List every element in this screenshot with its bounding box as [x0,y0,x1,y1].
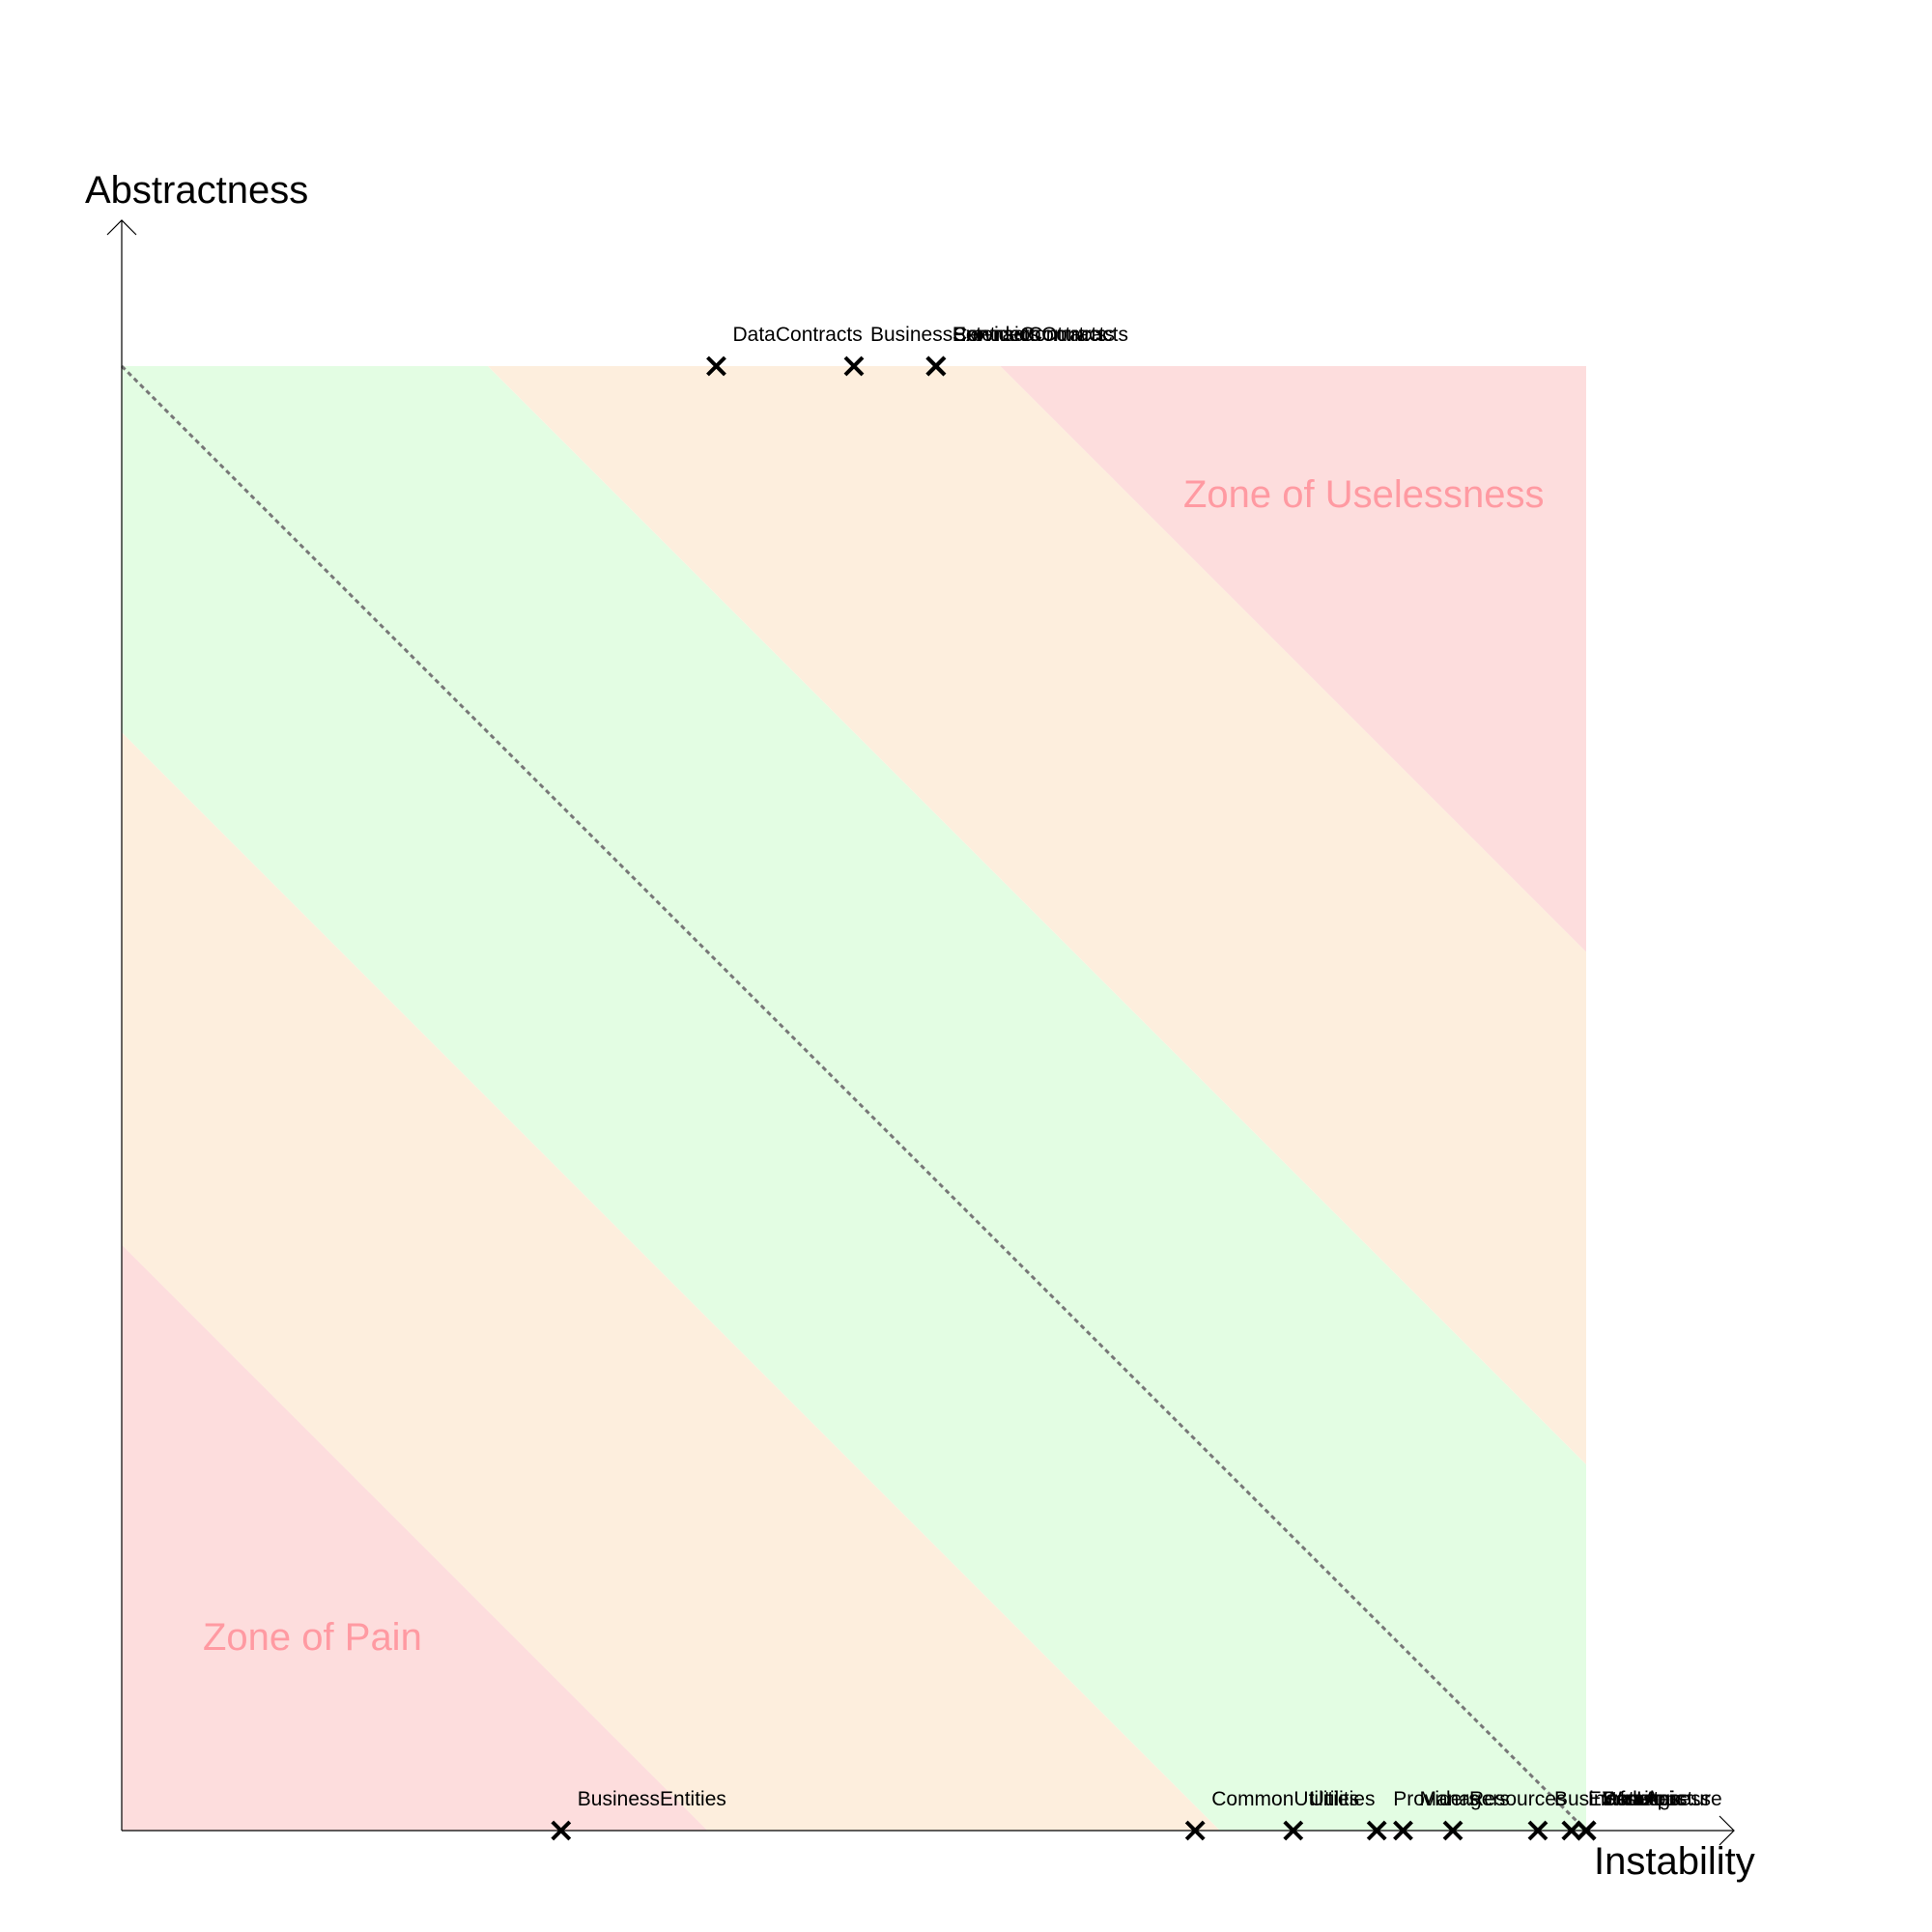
data-point: ExtensionContracts [925,324,1128,377]
point-label: Utilities [1310,1788,1376,1810]
data-point: Utilities [1283,1788,1376,1841]
point-label: Infrastructure [1603,1788,1722,1810]
y-axis-arrowhead [106,219,137,236]
point-label: BusinessEntities [578,1788,726,1810]
point-label: Resources [1469,1788,1566,1810]
zone-upper-warning-band [488,366,1586,1464]
point-label: ServiceContracts [952,324,1107,346]
point-marker [925,355,947,377]
zone-uselessness-band [1000,366,1586,952]
data-points: BusinessEntities CommonUtilitiesUtilities… [551,324,1722,1841]
point-label: BusinessContracts [870,324,1039,346]
point-marker [551,1820,572,1841]
data-point: Resources [1442,1788,1566,1841]
point-label: DataContracts [732,324,862,346]
point-label: Extensions [1588,1788,1688,1810]
point-label: Providers [1393,1788,1479,1810]
point-label: Managers [1420,1788,1510,1810]
data-point: DataContracts [706,324,863,377]
point-label: DataAccess [1603,1788,1711,1810]
zone-of-uselessness-label: Zone of Uselessness [1183,473,1545,516]
point-marker [1283,1820,1304,1841]
x-axis-title: Instability [1594,1840,1755,1883]
point-label: CommonUtilities [1211,1788,1359,1810]
point-label: ProviderContracts [952,324,1115,346]
data-point: BusinessLogic [1527,1788,1685,1841]
y-axis-title: Abstractness [85,169,308,212]
data-point: CommonUtilities [1184,1788,1359,1841]
data-point: Extensions [1561,1788,1688,1841]
point-marker [706,355,726,377]
point-marker [1393,1820,1413,1841]
axes: Abstractness Instability [85,169,1755,1883]
point-label: Services [1603,1788,1681,1810]
point-label: BusinessLogic [1554,1788,1685,1810]
data-point: Providers [1366,1788,1479,1841]
zone-of-pain-label: Zone of Pain [203,1616,422,1659]
data-point: BusinessContracts [843,324,1039,377]
main-sequence-line [120,364,1588,1833]
point-marker [1561,1820,1582,1841]
point-label: ExtensionContracts [952,324,1128,346]
data-point: BusinessEntities [551,1788,726,1841]
point-marker [1184,1820,1206,1841]
data-point: WebApi [1576,1788,1673,1841]
point-marker [1576,1820,1597,1841]
point-marker [843,355,865,377]
x-axis-arrowhead [1719,1815,1735,1846]
point-marker [1442,1820,1463,1841]
data-point: Managers [1393,1788,1510,1841]
point-marker [1527,1820,1548,1841]
point-label: WebApi [1603,1788,1673,1810]
point-marker [1366,1820,1387,1841]
